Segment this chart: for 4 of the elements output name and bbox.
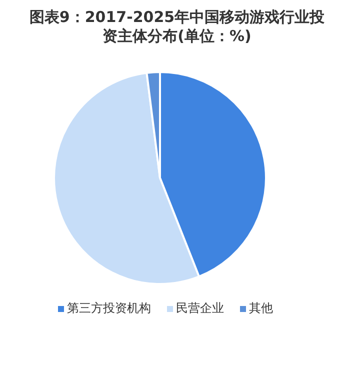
chart-title: 图表9：2017-2025年中国移动游戏行业投资主体分布(单位：%)	[29, 8, 326, 45]
legend-label: 民营企业	[176, 301, 224, 315]
legend-label: 第三方投资机构	[67, 301, 151, 315]
legend-label: 其他	[249, 301, 273, 315]
